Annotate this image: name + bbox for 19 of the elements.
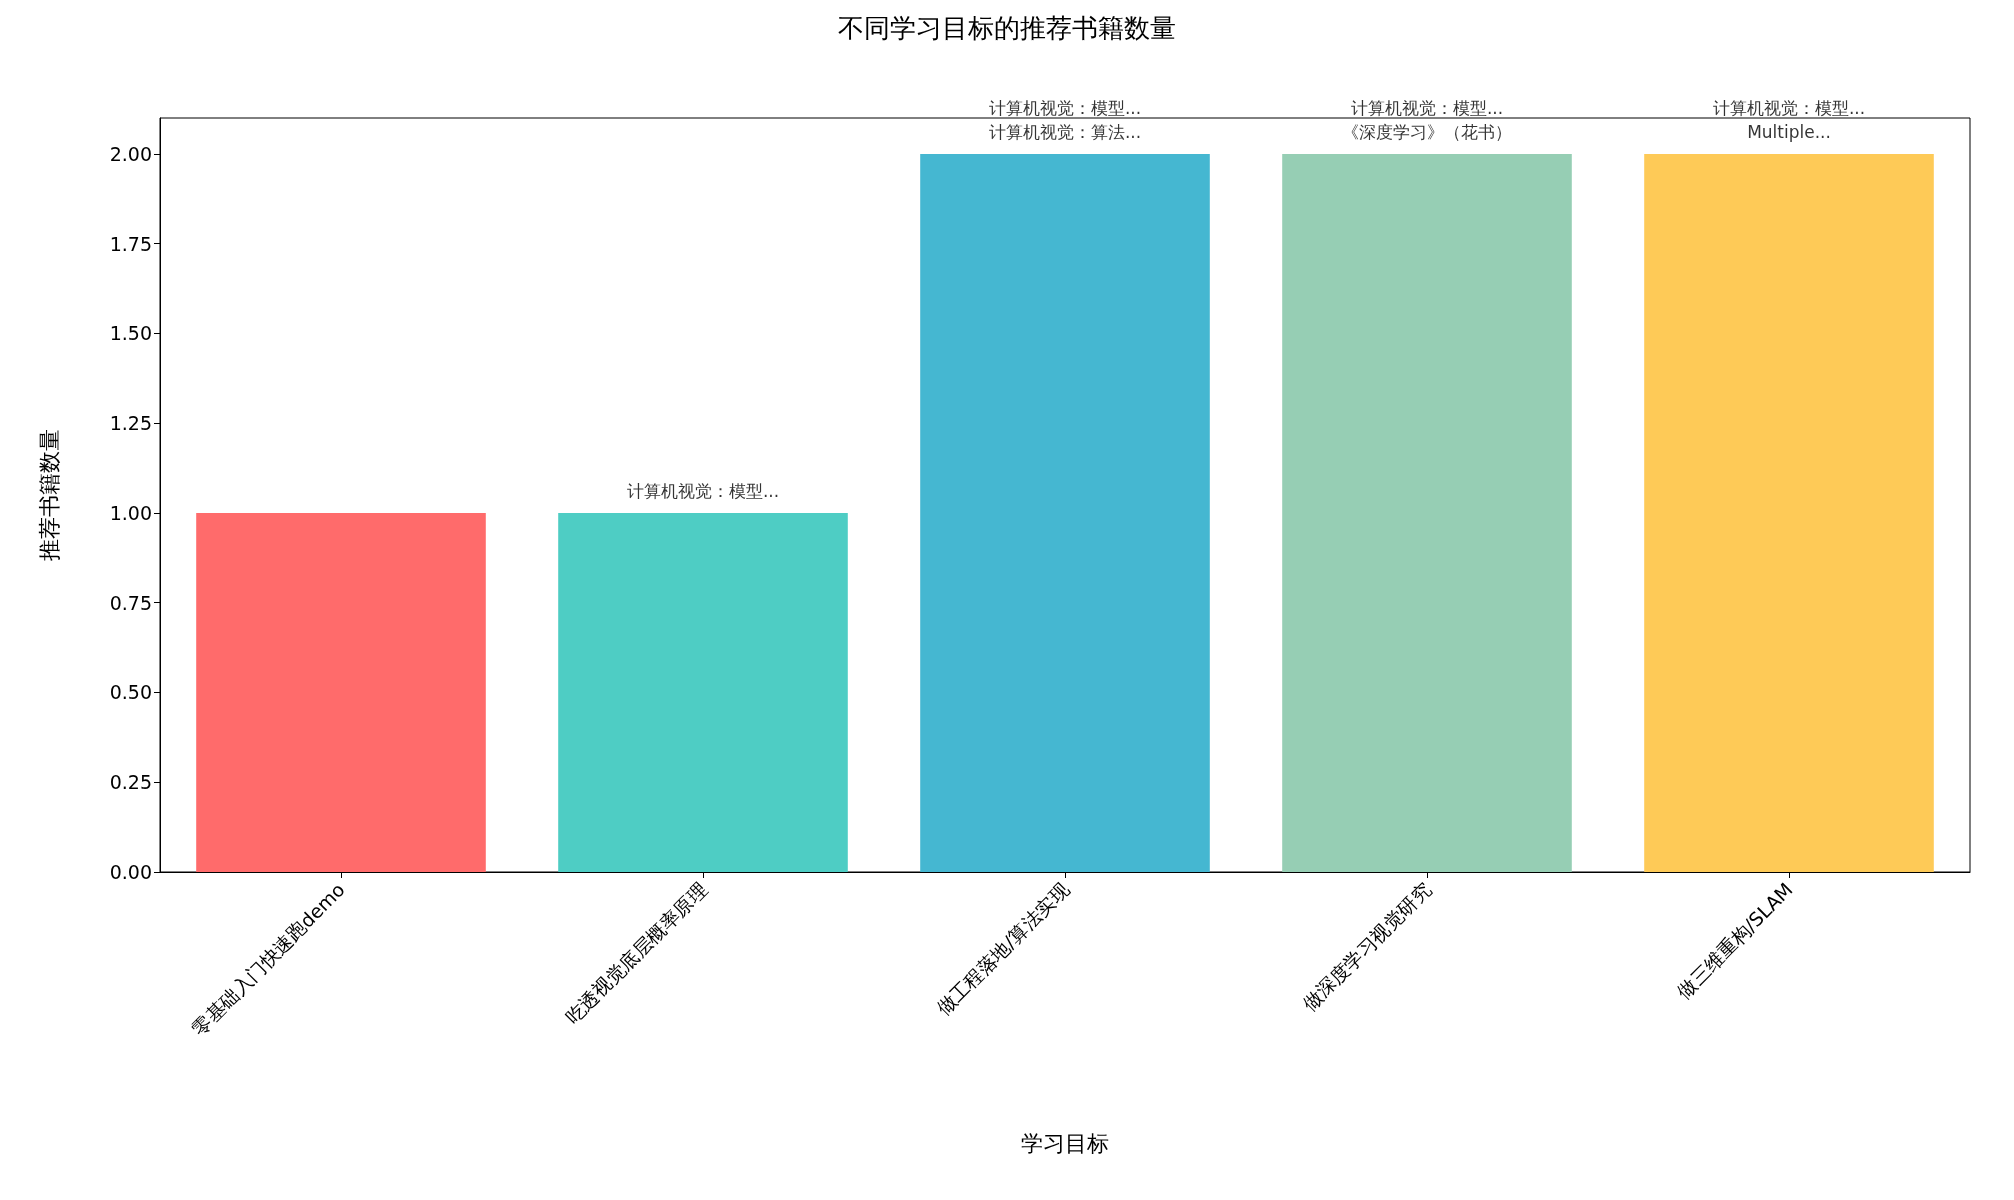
x-axis-title: 学习目标 <box>1021 1130 1109 1156</box>
y-tick-label: 1.25 <box>109 412 152 435</box>
y-tick-label: 0.00 <box>109 861 152 883</box>
x-tick-label: 吃透视觉底层概率原理 <box>560 878 711 1029</box>
annotation: 计算机视觉：模型... <box>626 480 780 501</box>
chart-title: 不同学习目标的推荐书籍数量 <box>838 13 1176 43</box>
y-tick-label: 1.75 <box>109 232 152 255</box>
y-tick-label: 0.25 <box>109 771 152 794</box>
y-tick-label: 1.00 <box>109 501 152 524</box>
y-tick-label: 1.50 <box>109 322 152 345</box>
y-tick-label: 0.50 <box>109 681 152 704</box>
y-tick-label: 0.75 <box>109 591 152 614</box>
annotation: 计算机视觉：模型... Multiple... <box>1712 97 1866 142</box>
y-axis-title: 推荐书籍数量 <box>36 429 62 561</box>
annotation: 计算机视觉：模型... 《深度学习》（花书） <box>1342 97 1512 142</box>
x-tick-label: 做深度学习视觉研究 <box>1298 878 1435 1015</box>
x-tick-label: 做工程落地/算法实现 <box>931 878 1073 1020</box>
y-tick-label: 2.00 <box>109 142 152 165</box>
annotation: 计算机视觉：模型... 计算机视觉：算法... <box>988 97 1142 142</box>
